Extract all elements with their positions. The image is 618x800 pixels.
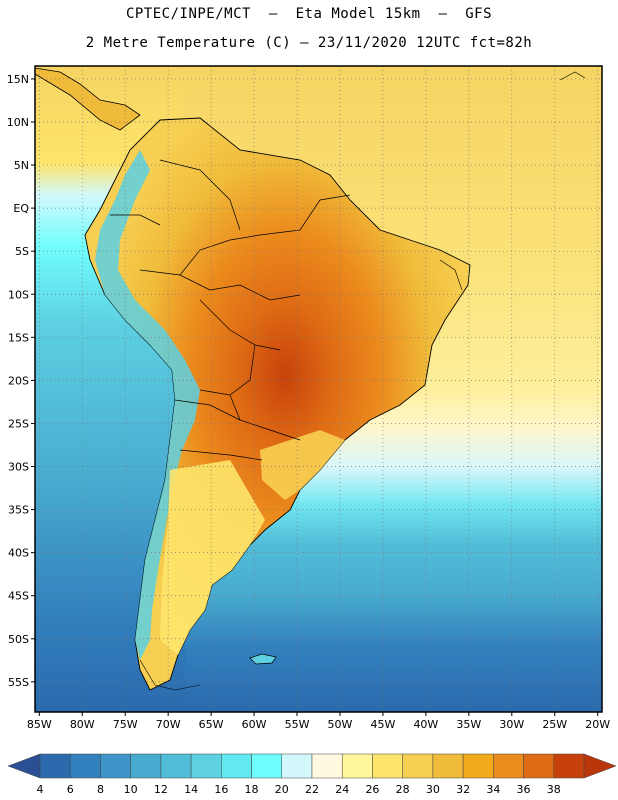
colorbar-label: 38 bbox=[547, 783, 561, 796]
lat-tick-label: EQ bbox=[13, 202, 29, 215]
colorbar-swatch bbox=[553, 753, 585, 779]
lon-tick-label: 35W bbox=[456, 718, 481, 731]
colorbar-label: 16 bbox=[214, 783, 228, 796]
lon-tick-label: 85W bbox=[27, 718, 52, 731]
south-brazil-zone bbox=[260, 430, 345, 500]
lat-tick-label: 5N bbox=[14, 159, 29, 172]
lon-tick-label: 25W bbox=[542, 718, 567, 731]
colorbar-label: 28 bbox=[396, 783, 410, 796]
lat-tick-label: 25S bbox=[8, 417, 29, 430]
lon-tick-label: 40W bbox=[413, 718, 438, 731]
map-subtitle: 2 Metre Temperature (C) – 23/11/2020 12U… bbox=[85, 35, 533, 51]
colorbar-swatch bbox=[462, 753, 494, 779]
colorbar-low-arrow bbox=[7, 753, 41, 779]
andes-cold-zone bbox=[95, 150, 200, 660]
lon-tick-label: 55W bbox=[285, 718, 310, 731]
lon-tick-label: 20W bbox=[585, 718, 610, 731]
colorbar-swatch bbox=[523, 753, 555, 779]
colorbar-label: 20 bbox=[275, 783, 289, 796]
colorbar-label: 8 bbox=[97, 783, 104, 796]
falkland-islands bbox=[249, 653, 277, 665]
colorbar-swatch bbox=[281, 753, 313, 779]
lat-tick-label: 20S bbox=[8, 374, 29, 387]
colorbar-label: 14 bbox=[184, 783, 198, 796]
lat-tick-label: 40S bbox=[8, 547, 29, 560]
map-field bbox=[35, 66, 602, 712]
colorbar-swatch bbox=[190, 753, 222, 779]
lon-tick-label: 65W bbox=[199, 718, 224, 731]
lat-tick-label: 30S bbox=[8, 461, 29, 474]
colorbar-swatch bbox=[160, 753, 192, 779]
country-borders bbox=[110, 159, 351, 461]
lon-tick-label: 80W bbox=[70, 718, 95, 731]
graticule bbox=[35, 66, 602, 712]
map-title: CPTEC/INPE/MCT – Eta Model 15km – GFS bbox=[125, 6, 493, 22]
lat-tick-label: 35S bbox=[8, 504, 29, 517]
colorbar-label: 10 bbox=[124, 783, 138, 796]
lat-tick-label: 50S bbox=[8, 633, 29, 646]
colorbar-label: 22 bbox=[305, 783, 319, 796]
colorbar-swatch bbox=[311, 753, 343, 779]
colorbar-label: 18 bbox=[245, 783, 259, 796]
colorbar-swatches bbox=[7, 753, 617, 779]
lat-tick-label: 15N bbox=[7, 73, 29, 86]
colorbar-swatch bbox=[100, 753, 131, 779]
colorbar-labels: 4 6 8 10 12 14 16 18 20 22 24 26 28 30 32 34 36 38 bbox=[37, 783, 561, 796]
colorbar-high-arrow bbox=[583, 753, 617, 779]
colorbar-swatch bbox=[432, 753, 464, 779]
latitude-axis: 15N 10N 5N EQ 5S 10S 15S 20S 25S 30S 35S 40S 45S 50S 5… bbox=[7, 73, 35, 689]
longitude-axis: 85W 80W 75W 70W 65W 60W 55W 50W 45W 40W 35W 30W 25W 2… bbox=[27, 712, 610, 731]
lat-tick-label: 10N bbox=[7, 116, 29, 129]
lat-tick-label: 45S bbox=[8, 590, 29, 603]
lon-tick-label: 50W bbox=[328, 718, 353, 731]
coastlines bbox=[139, 71, 586, 691]
colorbar-label: 6 bbox=[67, 783, 74, 796]
colorbar-swatch bbox=[69, 753, 101, 779]
lat-tick-label: 10S bbox=[8, 288, 29, 301]
colorbar-label: 34 bbox=[486, 783, 500, 796]
colorbar-label: 4 bbox=[37, 783, 44, 796]
lon-tick-label: 45W bbox=[370, 718, 395, 731]
colorbar-label: 26 bbox=[365, 783, 379, 796]
colorbar-label: 12 bbox=[154, 783, 168, 796]
colorbar-swatch bbox=[493, 753, 524, 779]
lon-tick-label: 75W bbox=[113, 718, 138, 731]
colorbar-swatch bbox=[251, 753, 283, 779]
colorbar-swatch bbox=[402, 753, 434, 779]
lat-tick-label: 5S bbox=[15, 245, 29, 258]
central-america bbox=[35, 67, 141, 131]
lat-tick-label: 55S bbox=[8, 676, 29, 689]
colorbar-swatch bbox=[130, 753, 162, 779]
colorbar-label: 32 bbox=[456, 783, 470, 796]
colorbar-swatch bbox=[372, 753, 403, 779]
colorbar-label: 36 bbox=[517, 783, 531, 796]
colorbar-label: 24 bbox=[335, 783, 349, 796]
patagonia-zone bbox=[160, 460, 265, 655]
lon-tick-label: 30W bbox=[499, 718, 524, 731]
lon-tick-label: 70W bbox=[156, 718, 181, 731]
colorbar-label: 30 bbox=[426, 783, 440, 796]
lon-tick-label: 60W bbox=[242, 718, 267, 731]
map-frame bbox=[34, 65, 603, 713]
colorbar-swatch bbox=[221, 753, 252, 779]
colorbar-swatch bbox=[39, 753, 71, 779]
colorbar-swatch bbox=[341, 753, 373, 779]
lat-tick-label: 15S bbox=[8, 331, 29, 344]
